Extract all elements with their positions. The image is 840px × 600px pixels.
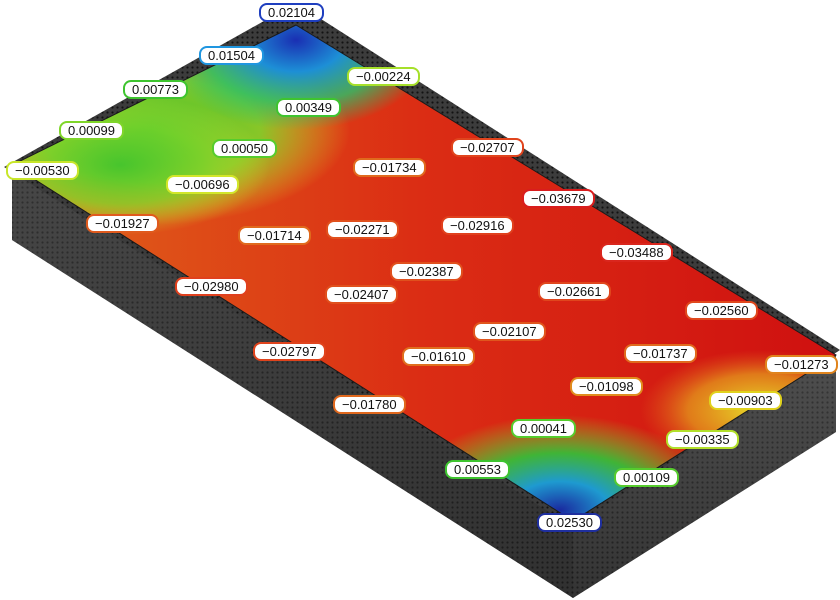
deviation-value-label: 0.00050: [212, 139, 277, 158]
deviation-value-label: −0.00696: [166, 175, 239, 194]
deviation-value-label: −0.01927: [86, 214, 159, 233]
deviation-value-label: 0.00041: [511, 419, 576, 438]
deviation-value-label: −0.02407: [325, 285, 398, 304]
deviation-value-label: −0.02980: [175, 277, 248, 296]
deviation-value-label: 0.00773: [123, 80, 188, 99]
deviation-value-label: −0.01610: [402, 347, 475, 366]
deviation-value-label: 0.01504: [199, 46, 264, 65]
deviation-value-label: −0.03679: [522, 189, 595, 208]
deviation-value-label: 0.02104: [259, 3, 324, 22]
deviation-value-label: −0.00335: [666, 430, 739, 449]
deviation-value-label: −0.01273: [765, 355, 838, 374]
deviation-value-label: 0.00553: [445, 460, 510, 479]
plate-left-side-texture: [12, 165, 573, 598]
deviation-value-label: −0.01734: [353, 158, 426, 177]
deviation-value-label: −0.01780: [333, 395, 406, 414]
deviation-value-label: −0.02560: [685, 301, 758, 320]
deviation-value-label: 0.02530: [537, 513, 602, 532]
deviation-value-label: −0.00530: [6, 161, 79, 180]
plate-right-side-texture: [573, 355, 836, 598]
deviation-value-label: −0.01098: [570, 377, 643, 396]
deviation-value-label: −0.01714: [238, 226, 311, 245]
deviation-value-label: −0.02387: [390, 262, 463, 281]
deviation-value-label: 0.00349: [276, 98, 341, 117]
deviation-value-label: −0.02916: [441, 216, 514, 235]
deviation-value-label: −0.02107: [473, 322, 546, 341]
deviation-value-label: 0.00099: [59, 121, 124, 140]
deviation-value-label: −0.02797: [253, 342, 326, 361]
deviation-value-label: −0.02271: [326, 220, 399, 239]
deviation-value-label: −0.02707: [451, 138, 524, 157]
deviation-value-label: −0.03488: [600, 243, 673, 262]
deviation-value-label: 0.00109: [614, 468, 679, 487]
deviation-value-label: −0.02661: [538, 282, 611, 301]
deviation-value-label: −0.01737: [624, 344, 697, 363]
deviation-value-label: −0.00224: [347, 67, 420, 86]
deviation-value-label: −0.00903: [709, 391, 782, 410]
